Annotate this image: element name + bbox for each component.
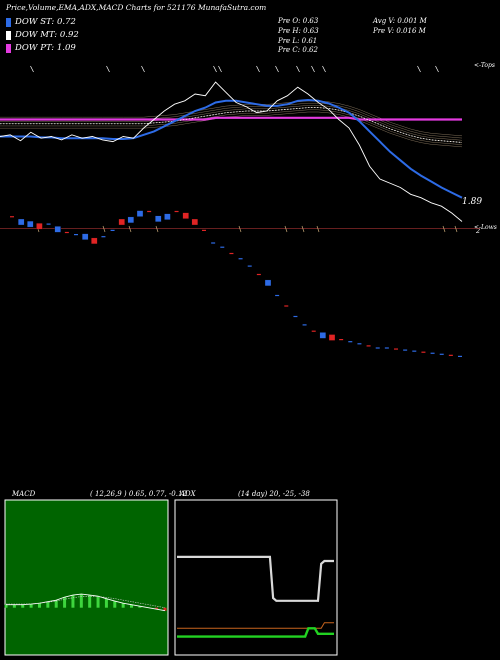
dow-pt-label: DOW PT: 1.09 (15, 43, 76, 53)
ema-layer (0, 65, 463, 233)
ema-ribbon-line (0, 105, 463, 141)
top-marker (296, 65, 300, 73)
macd-panel (4, 499, 169, 656)
candle (17, 218, 25, 226)
dow-st-label: DOW ST: 0.72 (15, 17, 76, 27)
adx-panel (174, 499, 338, 656)
dow-mt-label: DOW MT: 0.92 (15, 30, 79, 40)
candle-layer (10, 210, 462, 357)
candle (182, 212, 189, 219)
low-marker (128, 225, 132, 233)
pre-low: Pre L: 0.61 (278, 37, 318, 45)
dow-pt-legend: DOW PT: 1.09 (6, 42, 76, 54)
top-marker (311, 65, 315, 73)
macd-title: MACD (12, 490, 36, 498)
avg-volume: Avg V: 0.001 M (373, 17, 427, 25)
top-marker (106, 65, 110, 73)
candle (164, 213, 171, 220)
dow-pt-swatch (6, 43, 11, 53)
top-marker (141, 65, 145, 73)
low-marker (238, 225, 242, 233)
candle (118, 218, 125, 226)
dow-st-legend: DOW ST: 0.72 (6, 16, 76, 28)
candle (81, 233, 89, 240)
adx-title: ADX (180, 490, 196, 498)
dow-mt-legend: DOW MT: 0.92 (6, 29, 79, 41)
low-marker (102, 225, 106, 233)
low-marker (442, 225, 446, 233)
low-marker (454, 225, 458, 233)
candle (54, 226, 61, 233)
last-price-label: 1.89 (462, 197, 483, 207)
macd-params: ( 12,26,9 ) 0.65, 0.77, -0.12 (90, 490, 187, 498)
lows-label: <-Lows (474, 224, 497, 231)
ema-ribbon-line (0, 109, 463, 145)
candle (36, 223, 43, 230)
top-marker (322, 65, 326, 73)
top-marker (417, 65, 421, 73)
top-marker (435, 65, 439, 73)
adx-line (177, 555, 334, 602)
dow-mt-swatch (6, 30, 11, 40)
pre-open: Pre O: 0.63 (278, 17, 319, 25)
adx-layer (177, 555, 334, 638)
candle (155, 215, 162, 223)
dow-pt-line (0, 116, 462, 121)
dow-st-line (0, 98, 463, 199)
ema-ribbon-line (0, 111, 463, 148)
candle (91, 237, 98, 245)
top-marker (218, 65, 222, 73)
low-marker (155, 225, 159, 233)
candle (328, 334, 336, 341)
candle (127, 216, 135, 224)
axis-tick-label: 2 (476, 227, 481, 235)
adx-plus-di-line (177, 627, 334, 638)
ema-ribbon-line (0, 102, 463, 139)
top-marker (275, 65, 279, 73)
candle (191, 218, 199, 226)
low-marker (301, 225, 305, 233)
chart-title: Price,Volume,EMA,ADX,MACD Charts for 521… (6, 3, 267, 12)
top-marker (30, 65, 34, 73)
pre-volume: Pre V: 0.016 M (373, 27, 426, 35)
low-marker (284, 225, 288, 233)
top-marker (213, 65, 217, 73)
price-line (0, 81, 463, 222)
tops-label: <-Tops (474, 62, 495, 69)
dow-mt-line (0, 107, 463, 143)
dow-st-swatch (6, 17, 11, 27)
macd-layer (4, 593, 167, 612)
adx-params: (14 day) 20, -25, -38 (238, 490, 310, 498)
pre-high: Pre H: 0.63 (278, 27, 319, 35)
low-marker (316, 225, 320, 233)
candle (319, 332, 327, 339)
pre-close: Pre C: 0.62 (278, 46, 318, 54)
top-marker (256, 65, 260, 73)
candle (136, 210, 144, 217)
macd-signal-line (6, 595, 166, 608)
candle (27, 220, 34, 228)
candle (264, 279, 272, 287)
